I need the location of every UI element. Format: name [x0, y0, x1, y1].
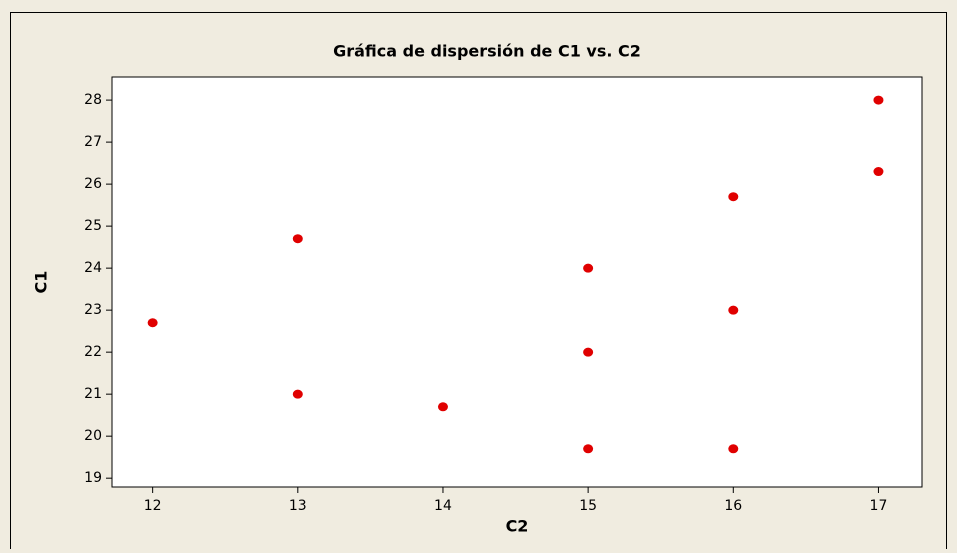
plot-area: [111, 76, 923, 488]
point: [728, 305, 739, 315]
x-tick-label: 15: [579, 498, 597, 514]
point: [873, 167, 884, 177]
x-tick-label: 12: [144, 498, 162, 514]
point: [583, 347, 594, 357]
x-tick-label: 16: [724, 498, 742, 514]
x-tick-label: 14: [434, 498, 452, 514]
point: [437, 402, 448, 412]
y-tick-label: 21: [84, 386, 102, 402]
x-axis-label: C2: [506, 517, 529, 536]
y-tick-label: 25: [84, 218, 102, 234]
chart-title: Gráfica de dispersión de C1 vs. C2: [333, 42, 641, 61]
y-tick-label: 22: [84, 344, 102, 360]
point: [583, 444, 594, 454]
point: [728, 192, 739, 202]
y-axis-label: C1: [32, 271, 51, 294]
y-tick-label: 26: [84, 176, 102, 192]
x-tick-label: 13: [289, 498, 307, 514]
y-tick-label: 24: [84, 260, 102, 276]
y-tick-label: 28: [84, 92, 102, 108]
y-tick-label: 27: [84, 134, 102, 150]
point: [147, 318, 158, 328]
y-tick-label: 19: [84, 470, 102, 486]
point: [292, 234, 303, 244]
point: [728, 444, 739, 454]
point: [583, 263, 594, 273]
y-tick-label: 20: [84, 428, 102, 444]
x-tick-label: 17: [870, 498, 888, 514]
y-tick-label: 23: [84, 302, 102, 318]
point: [292, 389, 303, 399]
point: [873, 95, 884, 105]
